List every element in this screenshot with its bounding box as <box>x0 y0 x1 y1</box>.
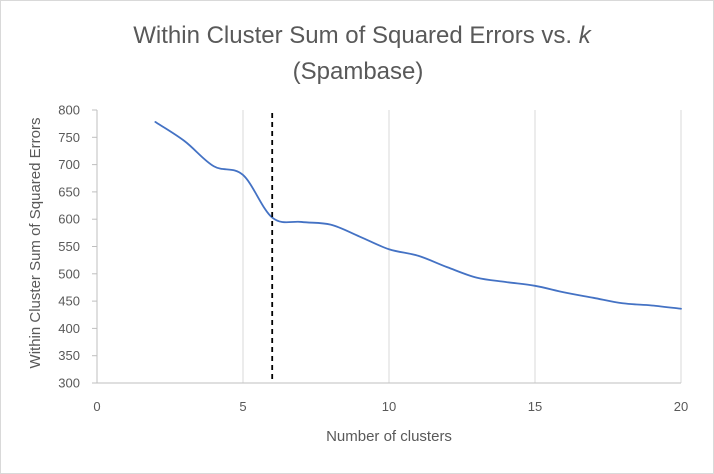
series-line <box>154 121 682 310</box>
grid-layer <box>242 110 682 383</box>
y-tick-label: 350 <box>58 348 80 363</box>
x-tick-label: 0 <box>93 399 100 414</box>
series-layer <box>154 121 682 310</box>
x-tick-label: 20 <box>674 399 688 414</box>
y-tick-label: 500 <box>58 266 80 281</box>
x-axis-label: Number of clusters <box>326 428 452 445</box>
chart-title: Within Cluster Sum of Squared Errors vs.… <box>133 22 592 49</box>
y-tick-label: 650 <box>58 184 80 199</box>
chart-subtitle: (Spambase) <box>293 58 424 85</box>
x-tick-label: 5 <box>239 399 246 414</box>
y-tick-label: 750 <box>58 130 80 145</box>
y-axis-label: Within Cluster Sum of Squared Errors <box>27 118 44 369</box>
y-tick-label: 550 <box>58 239 80 254</box>
x-tick-label: 15 <box>528 399 542 414</box>
y-tick-label: 400 <box>58 321 80 336</box>
y-tick-label: 300 <box>58 376 80 391</box>
y-tick-label: 600 <box>58 212 80 227</box>
y-tick-label: 700 <box>58 157 80 172</box>
y-tick-label: 800 <box>58 103 80 118</box>
y-tick-label: 450 <box>58 294 80 309</box>
axis-layer: 300 350 400 450 500 550 600 650 700 750 800 0 5 10 15 2… <box>58 103 688 415</box>
x-tick-label: 10 <box>382 399 396 414</box>
